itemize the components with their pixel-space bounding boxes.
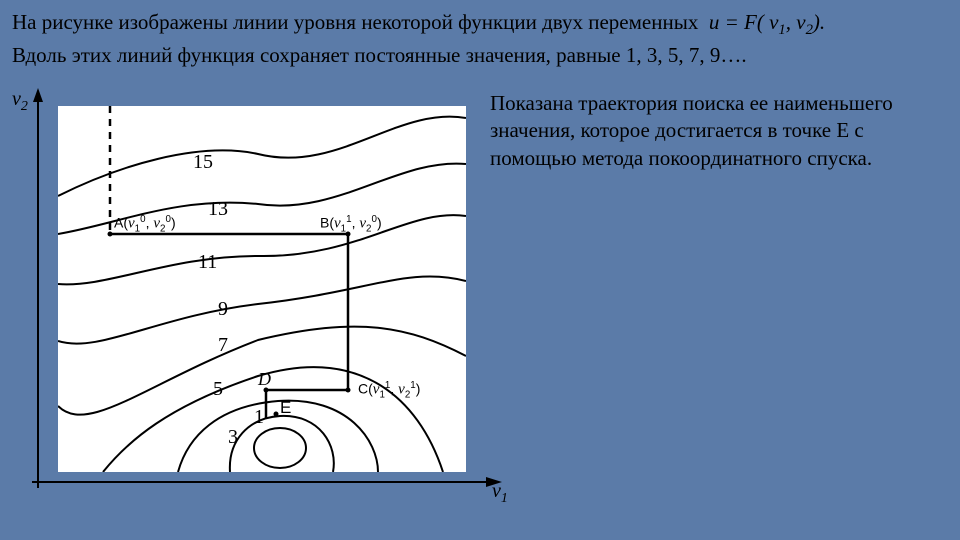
point-label-E: E: [280, 398, 291, 418]
point-label-D: D: [258, 369, 271, 390]
point-label-C: C(v11, v21): [358, 380, 420, 400]
text-fragment: На рисунке изображены линии уровня некот…: [12, 10, 704, 34]
statement-line2: Вдоль этих линий функция сохраняет посто…: [12, 43, 747, 67]
chart-area: 15 13 11 9 7 5 31 A(v10, v20) B(v11, v20) C(v1…: [58, 106, 466, 472]
level-label-15: 15: [193, 151, 213, 174]
math-u: u = F( v1, v2).: [709, 10, 825, 34]
level-label-7: 7: [218, 334, 228, 357]
point-label-A: A(v10, v20): [114, 214, 176, 234]
level-label-9: 9: [218, 298, 228, 321]
level-label-1: 1: [254, 406, 264, 429]
contour-figure: v2 v1: [12, 88, 512, 508]
point-label-B: B(v11, v20): [320, 214, 382, 234]
level-label-11: 11: [198, 251, 217, 274]
statement-line1: На рисунке изображены линии уровня некот…: [12, 10, 825, 34]
level-label-3: 3: [228, 426, 238, 449]
level-label-13: 13: [208, 198, 228, 221]
problem-statement: На рисунке изображены линии уровня некот…: [12, 8, 948, 69]
side-description: Показана траектория поиска ее наименьшег…: [490, 90, 950, 172]
level-label-5: 5: [213, 378, 223, 401]
